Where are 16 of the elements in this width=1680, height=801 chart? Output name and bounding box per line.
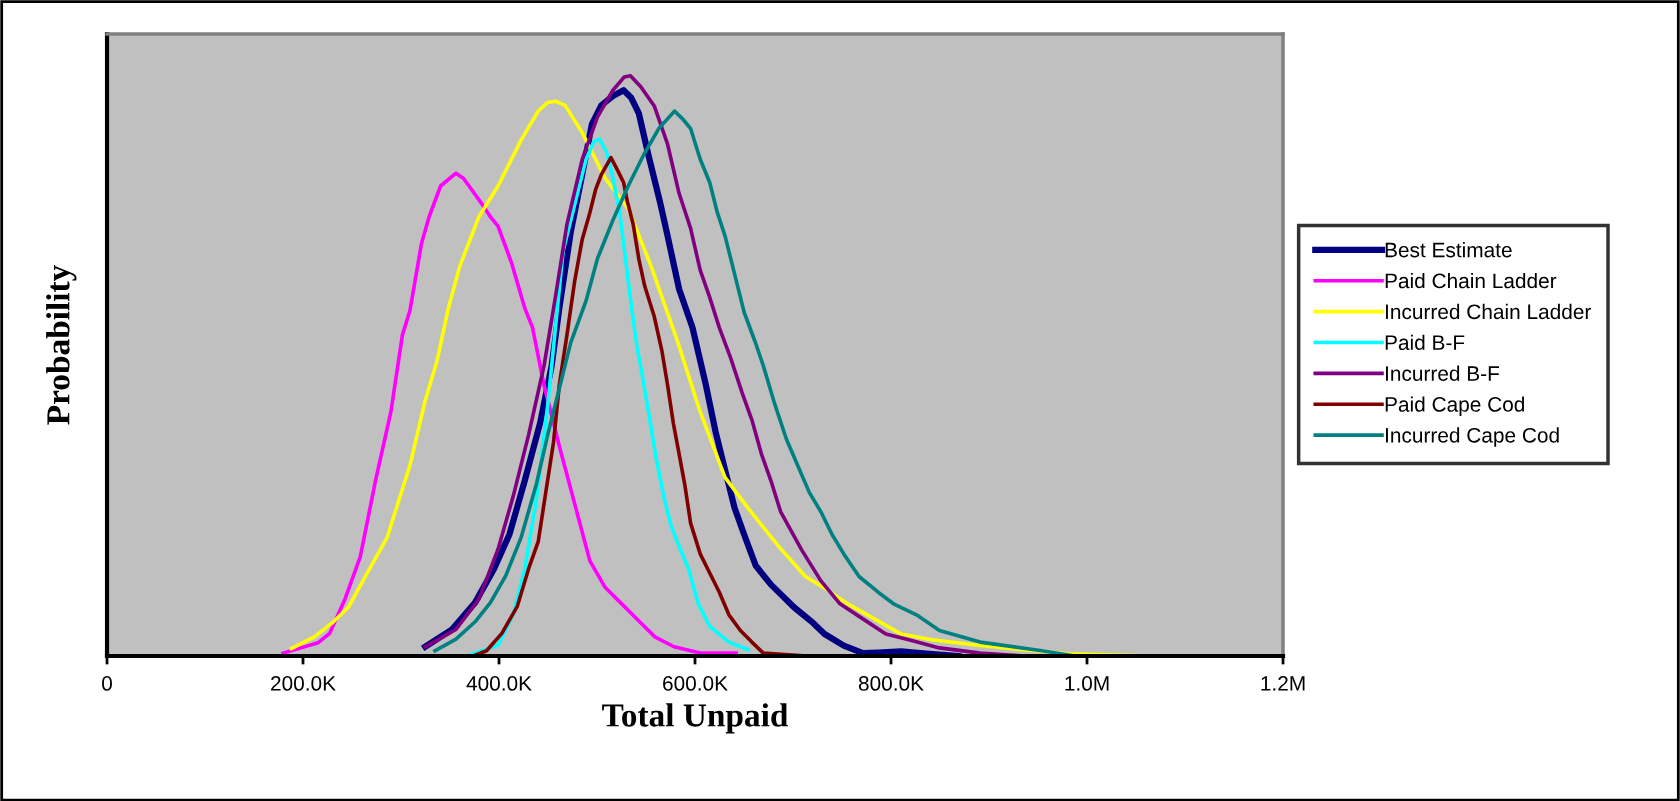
legend-label: Incurred Cape Cod [1385, 427, 1559, 447]
legend-label: Incurred Chain Ladder [1385, 303, 1592, 320]
x-tick-label: 0 [102, 676, 112, 691]
y-axis-title: Probability [46, 265, 77, 425]
x-tick-label: 1.2M [1261, 676, 1305, 691]
x-axis-title: Total Unpaid [602, 703, 789, 734]
x-tick-label: 800.0K [858, 676, 924, 691]
x-tick-label: 600.0K [663, 676, 728, 691]
x-tick-label: 400.0K [466, 676, 532, 691]
legend-label: Incurred B-F [1385, 365, 1499, 381]
x-tick-label: 1.0M [1065, 676, 1109, 691]
legend-label: Best Estimate [1385, 242, 1512, 258]
legend-label: Paid B-F [1385, 334, 1465, 351]
x-tick-label: 200.0K [271, 676, 336, 691]
legend-label: Paid Chain Ladder [1385, 272, 1557, 289]
legend-label: Paid Cape Cod [1385, 396, 1525, 416]
